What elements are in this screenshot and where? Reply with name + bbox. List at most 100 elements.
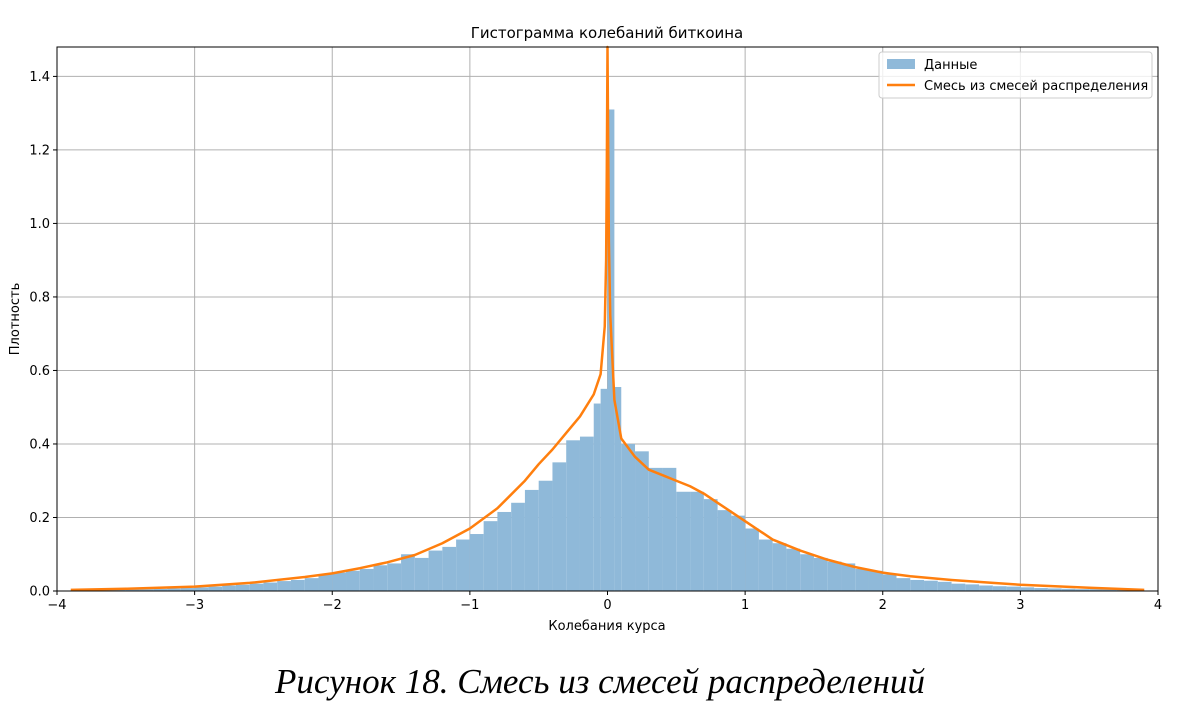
histogram-bar <box>194 587 209 591</box>
y-tick-label: 1.4 <box>29 70 50 85</box>
histogram-bar <box>717 510 732 591</box>
histogram-bar <box>442 546 457 591</box>
histogram-bar <box>112 589 126 591</box>
histogram-bar <box>882 574 897 591</box>
histogram-bar <box>428 550 443 591</box>
histogram-bar <box>139 589 154 591</box>
histogram-bar <box>648 467 663 591</box>
histogram-bar <box>786 548 801 591</box>
histogram-bar <box>290 579 305 591</box>
histogram-bar <box>600 388 608 591</box>
histogram-bar <box>566 440 580 591</box>
histogram-bar <box>965 584 980 591</box>
histogram-bar <box>992 586 1007 591</box>
histogram-bar <box>235 584 250 591</box>
histogram-bar <box>772 543 787 591</box>
histogram-bar <box>1102 589 1117 591</box>
histogram-bar <box>662 467 677 591</box>
x-tick-label: 3 <box>1016 598 1024 613</box>
histogram-bar <box>414 557 429 591</box>
histogram-bar <box>387 563 402 591</box>
histogram-bar <box>635 451 649 591</box>
histogram-bar <box>263 582 278 591</box>
histogram-bar <box>924 580 938 591</box>
histogram-bar <box>524 489 539 591</box>
histogram-bar <box>676 491 691 591</box>
histogram-bar <box>621 443 636 591</box>
histogram-bar <box>1034 588 1048 591</box>
legend-label-mixture-curve: Смесь из смесей распределения <box>924 79 1148 94</box>
legend: Данные Смесь из смесей распределения <box>878 51 1153 99</box>
histogram-bar <box>222 585 236 591</box>
legend-label-histogram: Данные <box>924 58 977 73</box>
histogram-bar <box>125 589 140 591</box>
histogram-bar <box>1089 589 1103 591</box>
histogram-bar <box>841 563 856 591</box>
x-tick-label: −4 <box>47 598 66 613</box>
y-tick-label: 0.8 <box>29 290 50 305</box>
y-tick-label: 0.0 <box>29 585 50 600</box>
histogram-bar <box>346 570 360 591</box>
y-tick-label: 0.2 <box>29 511 50 526</box>
histogram-bar <box>800 554 814 591</box>
histogram-bar <box>703 499 718 591</box>
histogram-bar <box>1075 589 1090 591</box>
histogram-bar <box>827 561 842 591</box>
x-tick-label: 2 <box>879 598 887 613</box>
y-tick-label: 0.4 <box>29 437 50 452</box>
histogram-bar <box>896 578 911 591</box>
histogram-bar <box>332 572 347 591</box>
histogram-bar <box>552 462 567 591</box>
histogram-bar <box>304 578 319 591</box>
legend-swatch-histogram <box>887 59 915 69</box>
histogram-bar <box>401 554 415 591</box>
x-tick-label: 0 <box>603 598 611 613</box>
histogram-bar <box>690 491 704 591</box>
histogram-bar <box>249 583 264 591</box>
histogram-bar <box>456 539 470 591</box>
histogram-bar <box>745 528 759 591</box>
y-tick-label: 0.6 <box>29 364 50 379</box>
histogram-bar <box>511 502 525 591</box>
x-tick-label: −3 <box>185 598 204 613</box>
histogram-bar <box>979 585 993 591</box>
y-tick-label: 1.2 <box>29 143 50 158</box>
histogram-bar <box>497 511 512 591</box>
histogram-bar <box>1116 589 1131 591</box>
x-tick-label: −2 <box>323 598 342 613</box>
histogram-bars <box>70 109 1145 592</box>
histogram-bar <box>1061 588 1076 591</box>
histogram-bar <box>758 539 773 591</box>
x-tick-label: 4 <box>1154 598 1162 613</box>
x-axis-label: Колебания курса <box>548 619 665 634</box>
x-tick-label: −1 <box>460 598 479 613</box>
histogram-bar <box>538 480 553 591</box>
y-axis-label: Плотность <box>8 283 23 355</box>
histogram-bar <box>593 403 601 591</box>
histogram-bar <box>1006 586 1021 591</box>
histogram-bar <box>318 574 333 591</box>
histogram-bar <box>1020 587 1035 591</box>
axis-ticks: −4 −3 −2 −1 0 1 2 3 4 0.0 0.2 0.4 0.6 0.8 1.0 1.2 1.4 <box>29 70 1162 613</box>
mixture-curve-line-0 <box>70 45 1145 592</box>
histogram-bar <box>277 581 291 591</box>
histogram-bar <box>579 436 594 591</box>
chart-title: Гистограмма колебаний биткоина <box>471 24 744 42</box>
histogram-bar <box>855 568 869 591</box>
histogram-bar <box>180 588 195 591</box>
histogram-bar <box>208 586 223 591</box>
histogram-bar <box>359 568 374 591</box>
histogram-bar <box>937 581 952 591</box>
histogram-bar <box>1047 588 1062 591</box>
histogram-bar <box>731 515 746 591</box>
histogram-bar <box>469 534 484 591</box>
histogram-bar <box>483 521 498 591</box>
histogram-bar <box>951 583 966 591</box>
x-tick-label: 1 <box>741 598 749 613</box>
figure-caption: Рисунок 18. Смесь из смесей распределени… <box>275 662 925 701</box>
histogram-bar <box>373 565 388 591</box>
mixture-curve-layer <box>70 45 1145 592</box>
histogram-bar <box>910 579 925 591</box>
histogram-bar <box>868 570 883 591</box>
